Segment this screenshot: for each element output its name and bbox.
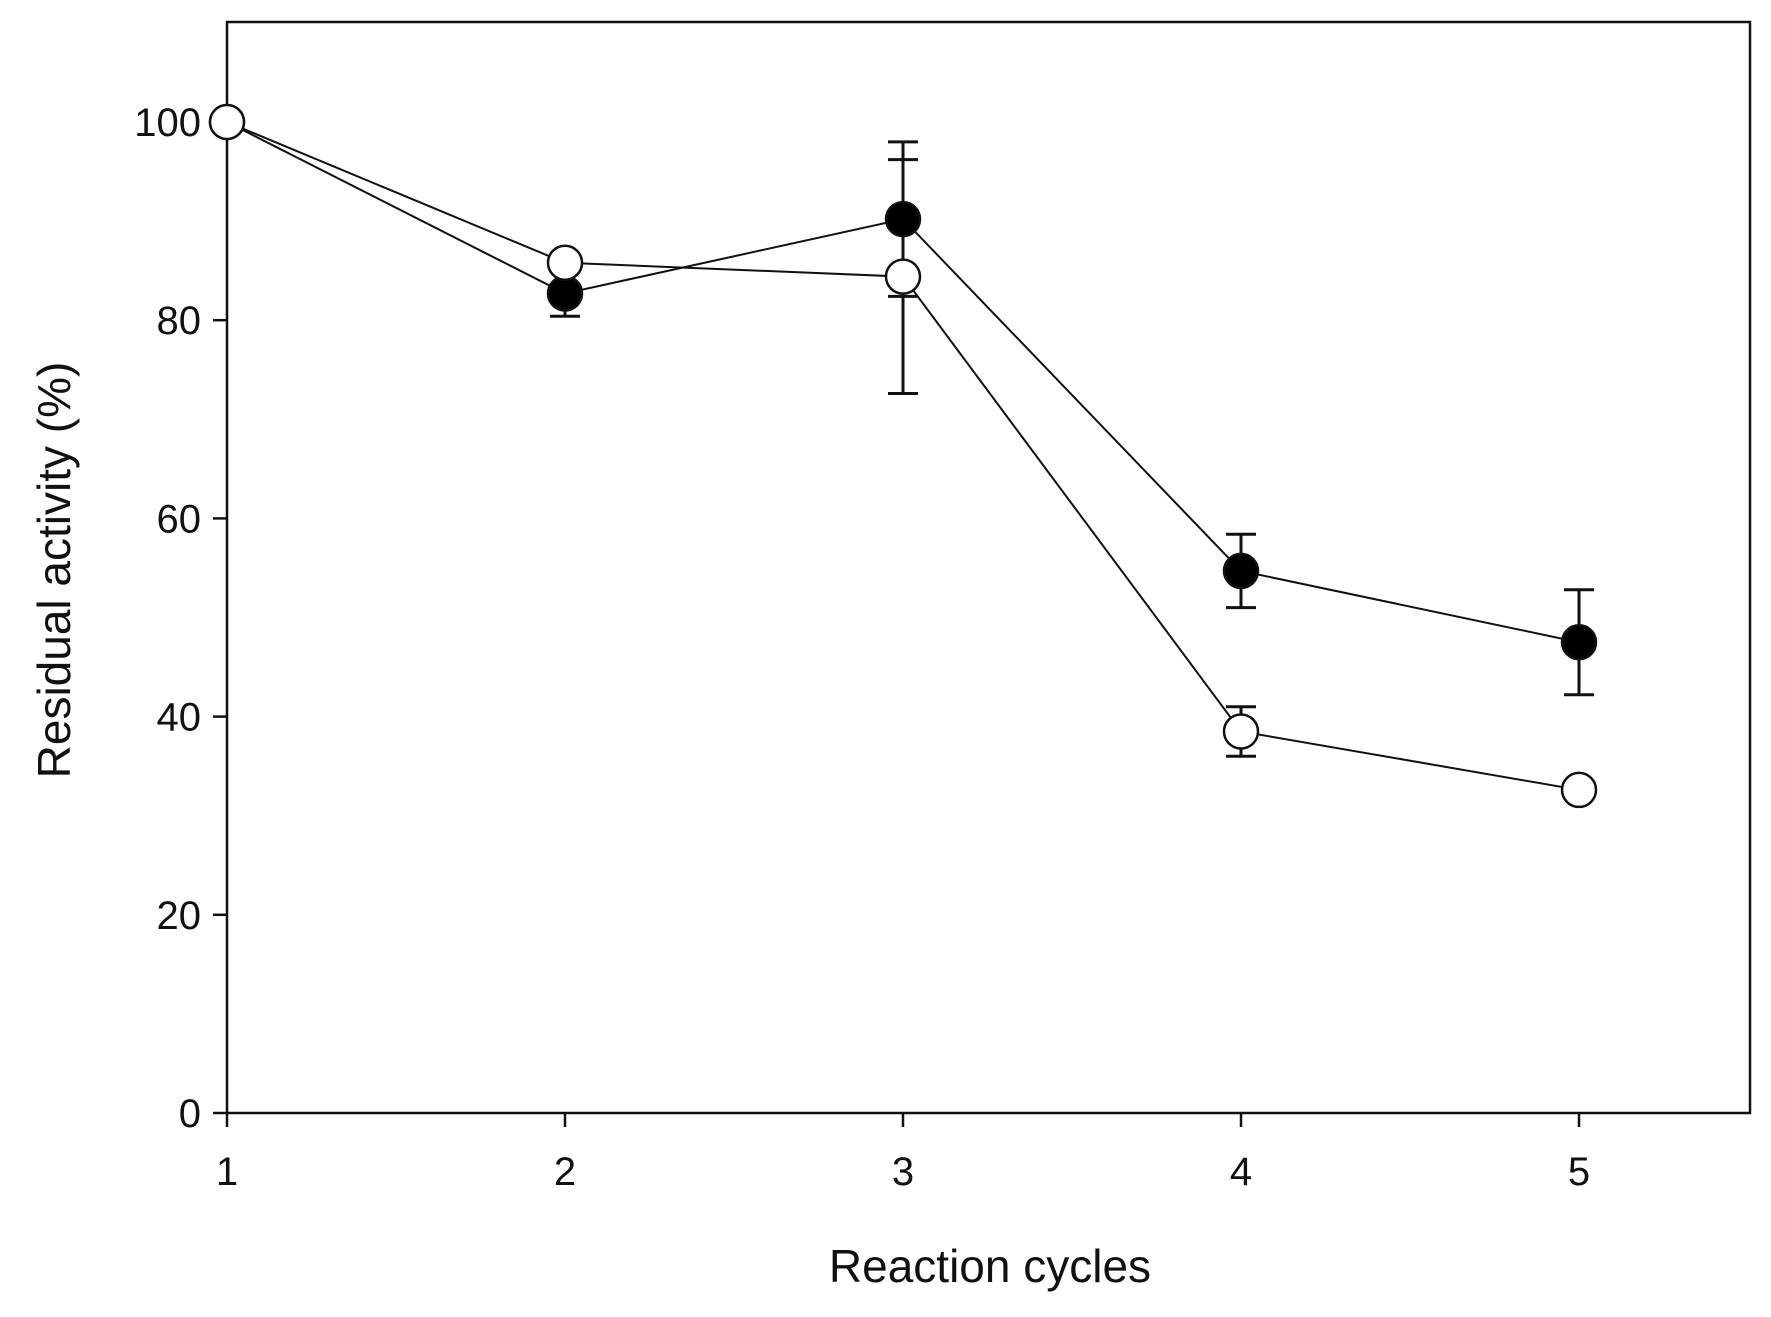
data-point-filled xyxy=(884,200,922,238)
series-group xyxy=(208,103,1598,809)
x-axis-title: Reaction cycles xyxy=(829,1240,1151,1292)
y-axis-title: Residual activity (%) xyxy=(28,362,80,779)
data-point-open xyxy=(208,103,246,141)
x-tick-label: 2 xyxy=(554,1150,576,1194)
data-point-open xyxy=(1560,771,1598,809)
x-axis: 1 2 3 4 5 xyxy=(216,1113,1590,1194)
x-tick-label: 5 xyxy=(1568,1150,1590,1194)
plot-frame xyxy=(225,20,1752,1115)
x-tick-label: 1 xyxy=(216,1150,238,1194)
x-tick-label: 3 xyxy=(892,1150,914,1194)
y-axis: 0 20 40 60 80 100 xyxy=(134,101,227,1136)
data-point-filled xyxy=(1560,624,1598,661)
y-tick-label: 100 xyxy=(134,101,201,145)
y-tick-label: 60 xyxy=(157,497,202,541)
plot-area-border xyxy=(225,20,1752,1115)
x-tick-label: 4 xyxy=(1230,1150,1252,1194)
y-tick-label: 80 xyxy=(157,299,202,343)
y-tick-label: 0 xyxy=(179,1092,201,1136)
data-point-open xyxy=(546,244,584,281)
data-point-filled xyxy=(546,275,584,312)
data-point-filled xyxy=(1222,552,1260,590)
y-tick-label: 20 xyxy=(157,894,202,938)
y-tick-label: 40 xyxy=(157,696,202,740)
data-point-open xyxy=(884,258,922,295)
data-point-open xyxy=(1222,713,1260,750)
